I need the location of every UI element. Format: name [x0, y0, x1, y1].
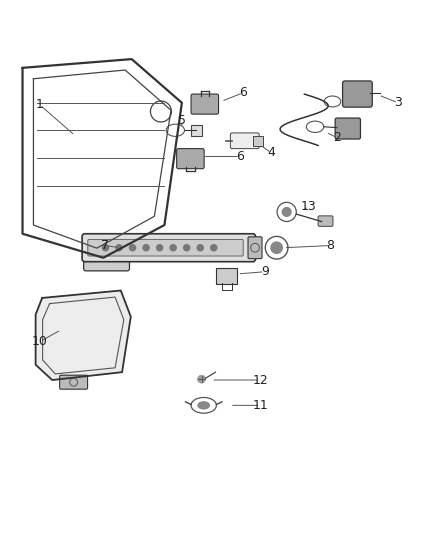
- Text: 6: 6: [239, 86, 247, 99]
- Text: 9: 9: [261, 265, 269, 278]
- Text: 2: 2: [333, 131, 341, 144]
- Text: 8: 8: [326, 239, 334, 252]
- Polygon shape: [35, 290, 131, 380]
- FancyBboxPatch shape: [191, 125, 202, 136]
- Circle shape: [116, 245, 122, 251]
- Circle shape: [211, 245, 217, 251]
- FancyBboxPatch shape: [84, 250, 130, 271]
- FancyBboxPatch shape: [230, 133, 259, 149]
- Text: 12: 12: [253, 374, 268, 386]
- FancyBboxPatch shape: [177, 149, 204, 169]
- Text: 10: 10: [32, 335, 48, 348]
- Text: 4: 4: [268, 147, 276, 159]
- FancyBboxPatch shape: [88, 239, 243, 256]
- Text: 5: 5: [178, 114, 186, 127]
- Circle shape: [184, 245, 190, 251]
- FancyBboxPatch shape: [191, 94, 219, 114]
- Circle shape: [271, 242, 283, 253]
- FancyBboxPatch shape: [215, 268, 237, 284]
- Circle shape: [198, 375, 205, 383]
- FancyBboxPatch shape: [60, 375, 88, 389]
- FancyBboxPatch shape: [248, 237, 262, 259]
- Circle shape: [156, 245, 162, 251]
- Polygon shape: [42, 297, 124, 374]
- Text: 7: 7: [102, 239, 110, 252]
- FancyBboxPatch shape: [82, 234, 255, 262]
- Circle shape: [197, 245, 203, 251]
- Circle shape: [143, 245, 149, 251]
- Text: 13: 13: [300, 200, 316, 213]
- Circle shape: [170, 245, 176, 251]
- Ellipse shape: [198, 402, 209, 409]
- FancyBboxPatch shape: [318, 216, 333, 227]
- FancyBboxPatch shape: [335, 118, 360, 139]
- Text: 3: 3: [394, 96, 402, 109]
- Circle shape: [130, 245, 136, 251]
- FancyBboxPatch shape: [343, 81, 372, 107]
- FancyBboxPatch shape: [254, 136, 263, 146]
- Text: 6: 6: [236, 150, 244, 163]
- Text: 1: 1: [36, 99, 44, 111]
- Circle shape: [283, 207, 291, 216]
- Circle shape: [102, 245, 109, 251]
- Text: 11: 11: [253, 399, 268, 412]
